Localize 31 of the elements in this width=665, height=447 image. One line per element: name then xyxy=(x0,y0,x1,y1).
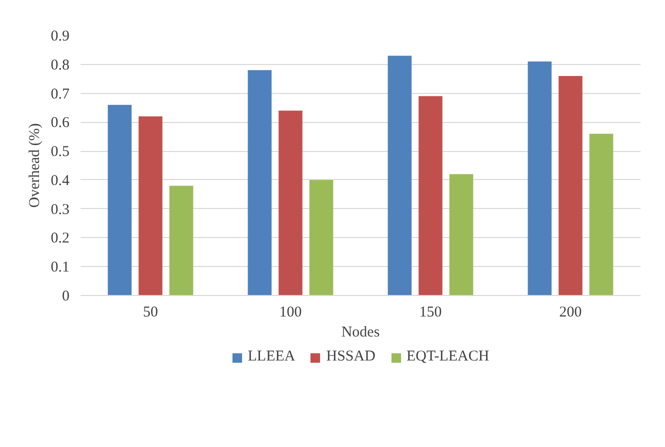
x-tick-label: 200 xyxy=(559,304,582,320)
legend-label: LLEEA xyxy=(248,348,296,366)
x-axis-title: Nodes xyxy=(341,324,380,340)
y-tick-label: 0.1 xyxy=(50,260,70,276)
bar xyxy=(528,62,552,296)
bar xyxy=(278,110,302,296)
y-tick-label: 0 xyxy=(62,288,70,304)
bar xyxy=(138,116,162,296)
y-tick-label: 0.7 xyxy=(50,86,70,102)
bar xyxy=(418,96,442,296)
y-tick-label: 0.3 xyxy=(50,202,70,218)
x-tick-label: 50 xyxy=(143,304,158,320)
y-tick-label: 0.4 xyxy=(50,172,70,189)
y-tick-label: 0.9 xyxy=(50,28,70,44)
y-tick-label: 0.8 xyxy=(50,57,70,74)
y-axis-title: Overhead (%) xyxy=(26,123,43,208)
y-tick-label: 0.5 xyxy=(50,144,70,160)
bar xyxy=(309,180,334,296)
bar xyxy=(388,56,412,296)
y-tick-label: 0.6 xyxy=(50,115,70,132)
bar xyxy=(558,76,582,296)
legend-label: EQT-LEACH xyxy=(406,348,490,366)
y-tick-label: 0.2 xyxy=(50,230,70,247)
bar xyxy=(108,104,132,296)
bar xyxy=(248,70,272,296)
x-tick-label: 100 xyxy=(279,304,302,320)
bar xyxy=(449,174,474,296)
x-tick-label: 150 xyxy=(419,304,442,320)
bar xyxy=(169,186,194,296)
legend-label: HSSAD xyxy=(326,348,376,366)
bar xyxy=(589,134,614,296)
